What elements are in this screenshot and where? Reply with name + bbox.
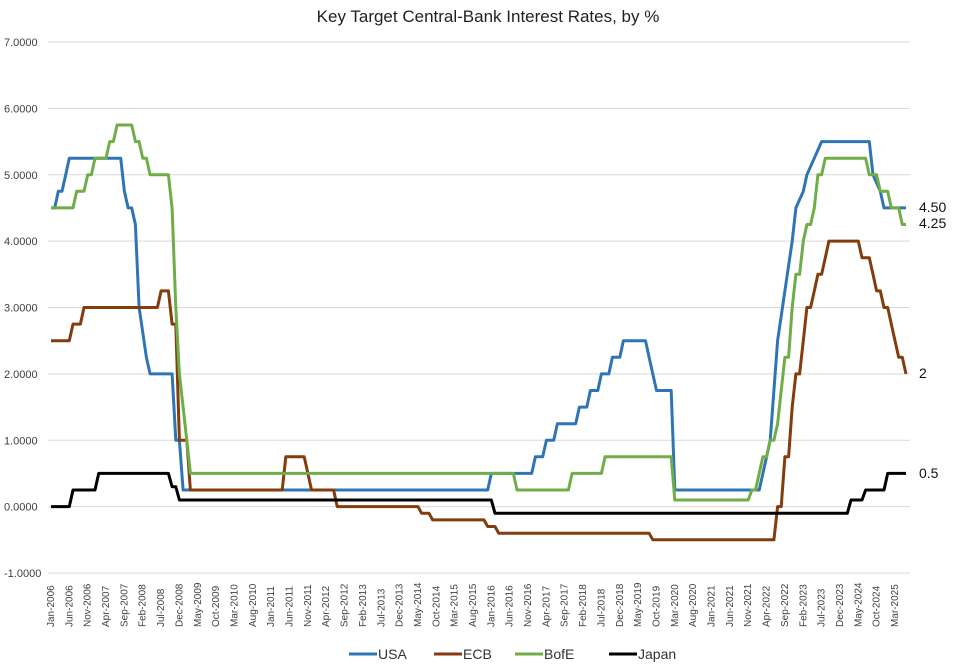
x-tick-label: Feb-2013	[358, 584, 369, 627]
x-tick-label: Aug-2010	[248, 583, 259, 627]
x-tick-label: May-2009	[193, 582, 204, 627]
x-tick-label: Apr-2007	[101, 585, 112, 627]
x-tick-label: Oct-2019	[651, 585, 662, 627]
x-tick-label: May-2019	[633, 582, 644, 627]
x-tick-label: Dec-2023	[835, 583, 846, 627]
x-tick-label: Jan-2016	[486, 585, 497, 627]
x-tick-label: Nov-2021	[743, 583, 754, 627]
x-tick-label: Sep-2012	[340, 583, 351, 627]
x-tick-label: Apr-2012	[321, 585, 332, 627]
x-tick-label: Jul-2013	[376, 588, 387, 627]
x-tick-label: Jun-2016	[505, 585, 516, 627]
x-axis-ticks: Jan-2006 Jun-2006 Nov-2006 Apr-2007 Sep-2007…	[46, 582, 901, 627]
legend-label-japan: Japan	[638, 646, 676, 662]
x-tick-label: Feb-2008	[138, 584, 149, 627]
end-label-bofe: 4.25	[919, 215, 946, 231]
y-tick-label: 0.0000	[4, 502, 38, 514]
y-tick-label: 3.0000	[4, 303, 38, 315]
end-label-ecb: 2	[919, 365, 927, 381]
end-label-usa: 4.50	[919, 199, 946, 215]
series-line-bofe	[51, 123, 906, 502]
x-tick-label: Apr-2022	[762, 585, 773, 627]
x-tick-label: Jan-2011	[266, 586, 277, 627]
x-tick-label: Nov-2006	[83, 583, 94, 627]
x-tick-label: Feb-2018	[578, 584, 589, 627]
x-tick-label: Nov-2011	[303, 584, 314, 627]
x-tick-label: Jan-2021	[707, 585, 718, 627]
series-end-labels: 4.50 2 4.25 0.5	[919, 199, 946, 481]
x-tick-label: Sep-2022	[780, 583, 791, 627]
end-label-japan: 0.5	[919, 465, 939, 481]
series-lines	[51, 123, 908, 542]
y-tick-label: 4.0000	[4, 236, 38, 248]
y-tick-label: 7.0000	[4, 37, 38, 49]
legend: USA ECB BofE Japan	[349, 646, 676, 662]
chart-title: Key Target Central-Bank Interest Rates, …	[317, 7, 660, 26]
x-tick-label: Jul-2023	[817, 588, 828, 627]
legend-label-ecb: ECB	[463, 646, 492, 662]
x-tick-label: Dec-2008	[174, 583, 185, 627]
y-tick-label: 5.0000	[4, 170, 38, 182]
x-tick-label: Jul-2008	[156, 588, 167, 627]
y-tick-label: 1.0000	[4, 435, 38, 447]
x-tick-label: Dec-2013	[395, 583, 406, 627]
x-tick-label: Oct-2009	[211, 585, 222, 627]
x-tick-label: Sep-2007	[119, 583, 130, 627]
series-line-japan	[51, 471, 906, 515]
x-tick-label: Oct-2014	[431, 585, 442, 627]
x-tick-label: Nov-2016	[523, 583, 534, 627]
x-tick-label: Jun-2021	[725, 585, 736, 627]
legend-label-usa: USA	[378, 646, 407, 662]
series-line-usa	[51, 140, 906, 492]
x-tick-label: Sep-2017	[560, 583, 571, 627]
series-line-ecb	[51, 239, 908, 542]
x-tick-label: Jun-2006	[64, 585, 75, 627]
x-tick-label: May-2024	[853, 582, 864, 627]
x-tick-label: Dec-2018	[615, 583, 626, 627]
x-tick-label: Aug-2015	[468, 583, 479, 627]
x-tick-label: Mar-2010	[229, 584, 240, 627]
x-tick-label: Jun-2011	[285, 586, 296, 627]
x-tick-label: Apr-2017	[541, 585, 552, 627]
x-tick-label: Oct-2024	[872, 585, 883, 627]
x-tick-label: Mar-2025	[890, 584, 901, 627]
y-tick-label: 2.0000	[4, 369, 38, 381]
x-tick-label: Mar-2020	[670, 584, 681, 627]
gridlines	[48, 41, 910, 574]
y-tick-label: -1.0000	[4, 568, 41, 580]
x-tick-label: Aug-2020	[688, 583, 699, 627]
x-tick-label: Mar-2015	[450, 584, 461, 627]
y-axis-ticks: 7.0000 6.0000 5.0000 4.0000 3.0000 2.0000 1.00…	[4, 37, 41, 580]
x-tick-label: Jul-2018	[596, 588, 607, 627]
x-tick-label: Feb-2023	[798, 584, 809, 627]
x-tick-label: Jan-2006	[46, 585, 57, 627]
y-tick-label: 6.0000	[4, 103, 38, 115]
legend-label-bofe: BofE	[544, 646, 574, 662]
x-tick-label: May-2014	[413, 582, 424, 627]
